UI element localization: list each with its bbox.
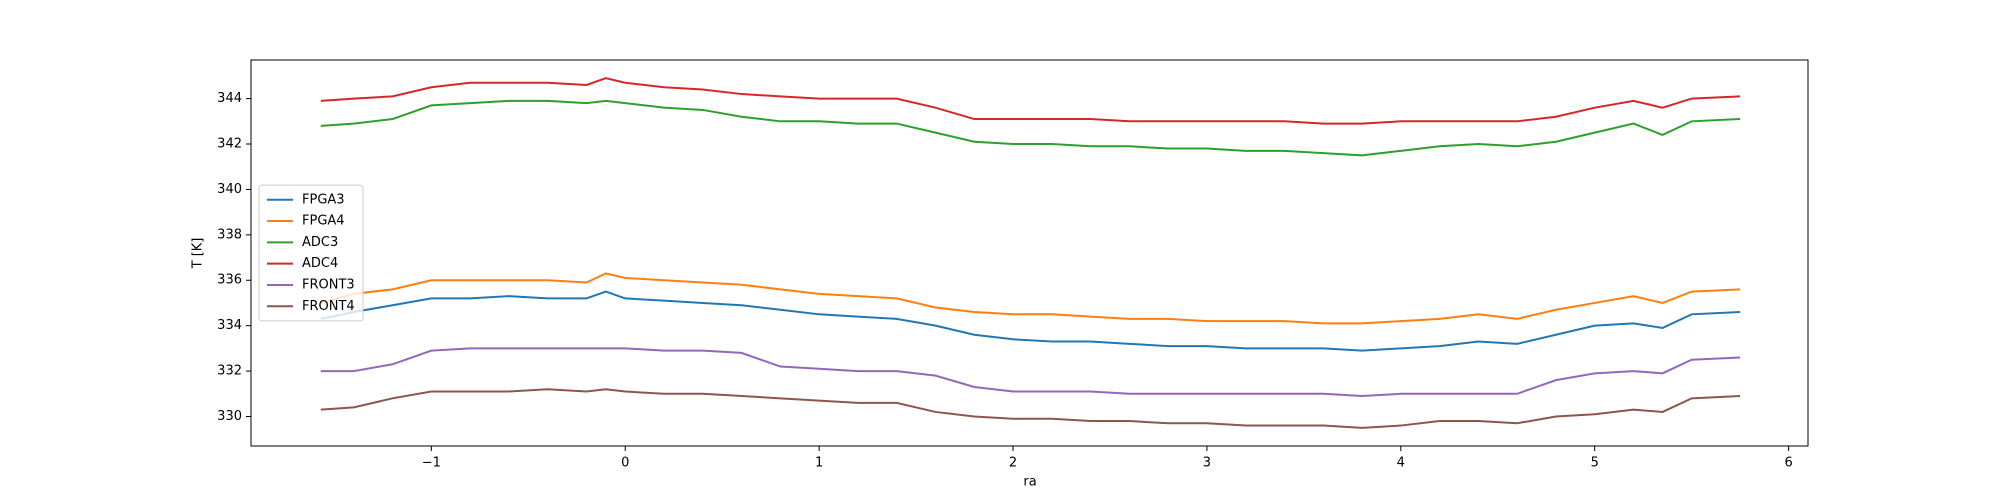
x-tick-label: 1 [815,456,823,471]
series-line [320,99,1741,157]
y-tick-label: 338 [217,227,242,242]
x-tick-label: −1 [422,456,441,471]
series-line [320,347,1741,398]
legend: FPGA3 FPGA4 ADC3 ADC4 FRONT3 FRONT4 [258,184,364,322]
plot-frame [250,59,1809,447]
y-axis-label: T [K] [191,238,206,270]
y-tick-label: 332 [217,364,242,379]
x-tick-label: 3 [1203,456,1211,471]
x-axis-label: ra [1023,475,1036,490]
series-line [320,388,1741,429]
legend-label: FRONT3 [302,277,355,292]
series-line [320,290,1741,352]
y-tick-label: 342 [217,137,242,152]
legend-label: ADC3 [302,235,338,250]
legend-label: FPGA3 [302,192,345,207]
y-tick-label: 340 [217,182,242,197]
y-tick-label: 344 [217,91,242,106]
x-tick-label: 0 [621,456,629,471]
x-tick-label: 6 [1784,456,1792,471]
series-line [320,272,1741,325]
legend-label: FRONT4 [302,299,355,314]
x-tick-label: 5 [1591,456,1599,471]
legend-box [258,184,364,322]
x-tick-label: 2 [1009,456,1017,471]
legend-label: FPGA4 [302,214,345,229]
x-tick-label: 4 [1397,456,1405,471]
y-tick-label: 334 [217,318,242,333]
legend-label: ADC4 [302,256,338,271]
y-tick-label: 330 [217,409,242,424]
series-line [320,77,1741,125]
y-tick-label: 336 [217,273,242,288]
